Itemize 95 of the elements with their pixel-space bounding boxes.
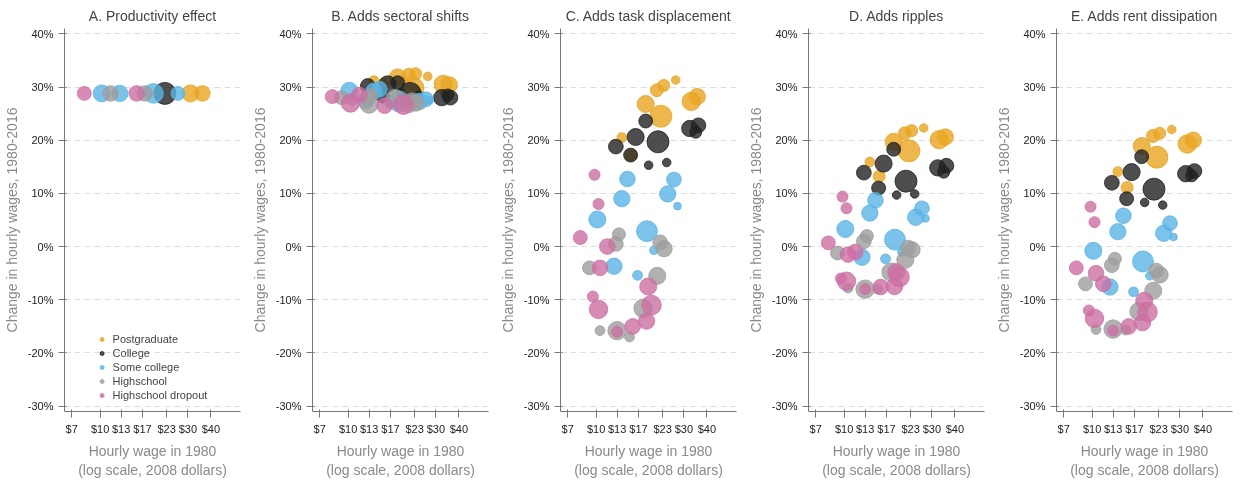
x-tick-label: $23 [653,422,672,435]
y-axis-title: Change in hourly wages, 1980-2016 [3,107,20,333]
y-tick-label: 40% [775,27,798,40]
chart-title: A. Productivity effect [88,7,217,24]
x-tick-label: $30 [426,422,446,435]
y-tick-label: 10% [279,187,302,200]
y-tick-label: 30% [279,81,302,94]
y-tick-label: 40% [31,27,54,40]
x-tick-label: $13 [607,422,627,435]
chart-title: D. Adds ripples [849,7,944,24]
y-axis-title: Change in hourly wages, 1980-2016 [251,107,268,333]
x-tick-label: $13 [855,422,875,435]
y-tick-label: -30% [27,400,54,413]
x-tick-label: $13 [111,422,131,435]
y-tick-label: -10% [275,293,302,306]
x-tick-label: $30 [922,422,942,435]
chart-title: C. Adds task displacement [565,7,731,24]
y-tick-label: -30% [523,400,550,413]
x-tick-label: $10 [338,422,358,435]
x-tick-label: $10 [834,422,854,435]
y-tick-label: 40% [279,27,302,40]
y-tick-label: 10% [31,187,54,200]
y-tick-label: 40% [527,27,550,40]
y-tick-label: 30% [31,81,54,94]
y-tick-label: 20% [31,134,54,147]
y-tick-label: 0% [37,240,54,253]
y-axis-title: Change in hourly wages, 1980-2016 [995,107,1012,333]
x-tick-label: $23 [901,422,920,435]
y-tick-label: 20% [279,134,302,147]
y-tick-label: 0% [533,240,550,253]
y-tick-label: 10% [1023,187,1046,200]
y-tick-label: 0% [781,240,798,253]
legend-label: Highschool dropout [112,389,208,401]
x-tick-label: $30 [674,422,694,435]
x-tick-label: $7 [1057,422,1070,435]
y-tick-label: -20% [1019,346,1046,359]
x-tick-label: $30 [1170,422,1190,435]
legend-label: Highschool [112,375,168,387]
y-tick-label: -20% [523,346,550,359]
y-tick-label: -20% [275,346,302,359]
x-tick-label: $10 [586,422,606,435]
x-axis-title: Hourly wage in 1980 (log scale, 2008 dollars) [326,442,475,478]
x-axis-title: Hourly wage in 1980 (log scale, 2008 dollars) [822,442,971,478]
y-tick-label: 30% [1023,81,1046,94]
x-tick-label: $13 [359,422,379,435]
x-tick-label: $17 [877,422,896,435]
x-axis-title: Hourly wage in 1980 (log scale, 2008 dollars) [78,442,227,478]
x-tick-label: $7 [561,422,574,435]
x-tick-label: $17 [1125,422,1144,435]
x-tick-label: $23 [157,422,176,435]
x-tick-label: $40 [201,422,221,435]
y-tick-label: -10% [27,293,54,306]
x-tick-label: $10 [1082,422,1102,435]
x-tick-label: $10 [90,422,110,435]
y-tick-label: -10% [1019,293,1046,306]
chart-title: B. Adds sectoral shifts [331,7,469,24]
y-axis-title: Change in hourly wages, 1980-2016 [499,107,516,333]
x-tick-label: $30 [178,422,198,435]
x-tick-label: $23 [1149,422,1168,435]
legend-label: Postgraduate [112,333,179,345]
y-tick-label: -20% [771,346,798,359]
x-tick-label: $17 [629,422,648,435]
y-tick-label: 30% [527,81,550,94]
y-tick-label: -30% [771,400,798,413]
y-tick-label: 20% [775,134,798,147]
x-tick-label: $7 [65,422,78,435]
x-tick-label: $7 [313,422,326,435]
x-axis-title: Hourly wage in 1980 (log scale, 2008 dollars) [574,442,723,478]
x-tick-label: $17 [133,422,152,435]
y-tick-label: 0% [285,240,302,253]
chart-title: E. Adds rent dissipation [1070,7,1218,24]
x-tick-label: $40 [449,422,469,435]
x-tick-label: $13 [1103,422,1123,435]
y-tick-label: 20% [1023,134,1046,147]
y-tick-label: -20% [27,346,54,359]
y-tick-label: 40% [1023,27,1046,40]
y-tick-label: 20% [527,134,550,147]
y-tick-label: 10% [527,187,550,200]
x-tick-label: $17 [381,422,400,435]
y-axis-title: Change in hourly wages, 1980-2016 [747,107,764,333]
x-tick-label: $40 [697,422,717,435]
x-axis-title: Hourly wage in 1980 (log scale, 2008 dollars) [1070,442,1219,478]
x-tick-label: $23 [405,422,424,435]
y-tick-label: 10% [775,187,798,200]
y-tick-label: -30% [275,400,302,413]
y-tick-label: 0% [1029,240,1046,253]
y-tick-label: -10% [523,293,550,306]
x-tick-label: $40 [945,422,965,435]
y-tick-label: 30% [775,81,798,94]
legend-label: College [112,347,150,359]
x-tick-label: $40 [1193,422,1213,435]
y-tick-label: -10% [771,293,798,306]
x-tick-label: $7 [809,422,822,435]
y-tick-label: -30% [1019,400,1046,413]
legend-label: Some college [112,361,180,373]
